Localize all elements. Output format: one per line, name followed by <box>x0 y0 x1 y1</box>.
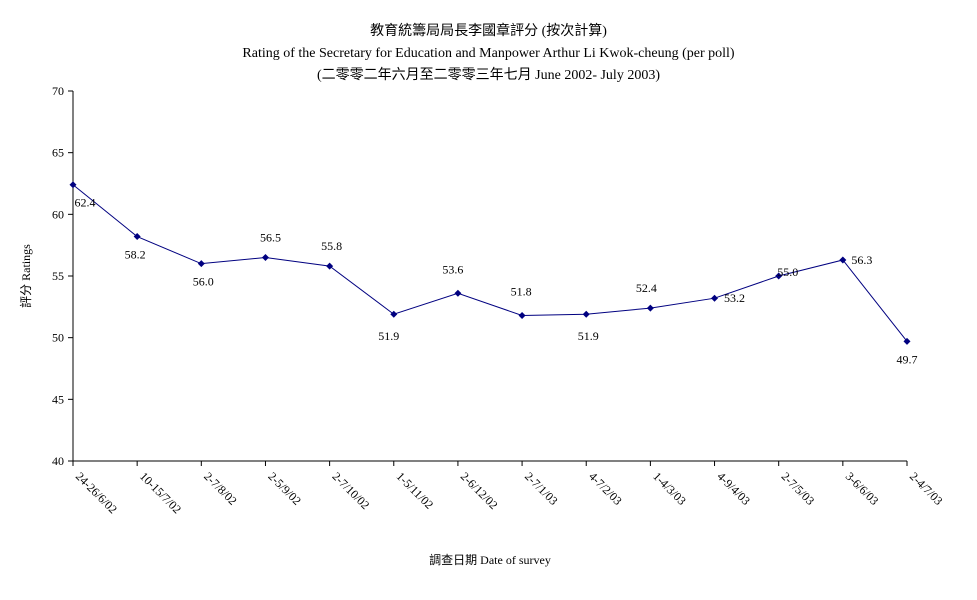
x-tick-label: 2-5/9/02 <box>265 469 304 508</box>
data-point <box>775 272 783 280</box>
data-point <box>197 260 205 268</box>
data-point <box>646 304 654 312</box>
x-tick-label: 3-6/6/03 <box>843 469 882 508</box>
x-tick-label: 2-6/12/02 <box>458 469 501 512</box>
x-tick-label: 2-4/7/03 <box>907 469 946 508</box>
x-axis-label: 調查日期 Date of survey <box>429 553 551 567</box>
x-tick-label: 1-5/11/02 <box>394 469 437 512</box>
y-tick-label: 40 <box>52 454 64 468</box>
y-tick-label: 55 <box>52 269 64 283</box>
x-tick-label: 2-7/10/02 <box>329 469 372 512</box>
data-label: 56.0 <box>193 275 214 289</box>
data-label: 56.5 <box>260 231 281 245</box>
y-tick-label: 65 <box>52 146 64 160</box>
chart-subtitle-period: (二零零二年六月至二零零三年七月 June 2002- July 2003) <box>317 68 660 83</box>
x-tick-label: 2-7/1/03 <box>522 469 561 508</box>
data-label: 55.0 <box>777 265 798 279</box>
data-point <box>582 310 590 318</box>
y-tick-label: 45 <box>52 392 64 406</box>
x-tick-label: 4-9/4/03 <box>714 469 753 508</box>
y-tick-label: 50 <box>52 331 64 345</box>
data-point <box>454 289 462 297</box>
data-label: 51.8 <box>511 284 532 298</box>
x-tick-label: 4-7/2/03 <box>586 469 625 508</box>
chart-title: 教育統籌局局長李國章評分 (按次計算) <box>370 24 607 39</box>
data-label: 52.4 <box>636 281 657 295</box>
data-label: 62.4 <box>75 196 96 210</box>
x-tick-label: 2-7/5/03 <box>779 469 818 508</box>
data-point <box>839 256 847 264</box>
data-point <box>326 262 334 270</box>
data-label: 53.2 <box>724 291 745 305</box>
data-label: 58.2 <box>125 248 146 262</box>
data-label: 55.8 <box>321 239 342 253</box>
data-label: 56.3 <box>851 253 872 267</box>
data-label: 53.6 <box>442 262 463 276</box>
data-label: 51.9 <box>378 329 399 343</box>
x-tick-label: 2-7/8/02 <box>201 469 240 508</box>
data-label: 51.9 <box>578 329 599 343</box>
y-tick-label: 60 <box>52 207 64 221</box>
data-point <box>903 337 911 345</box>
chart-subtitle: Rating of the Secretary for Education an… <box>242 46 735 61</box>
x-tick-label: 24-26/6/02 <box>73 469 120 516</box>
y-axis-label: 評分 Ratings <box>18 244 33 308</box>
data-point <box>518 311 526 319</box>
y-tick-label: 70 <box>52 84 64 98</box>
data-label: 49.7 <box>897 352 918 366</box>
data-point <box>390 310 398 318</box>
x-tick-label: 1-4/3/03 <box>650 469 689 508</box>
data-point <box>711 294 719 302</box>
x-tick-label: 10-15/7/02 <box>137 469 184 516</box>
data-point <box>133 233 141 241</box>
data-point <box>69 181 77 189</box>
data-point <box>261 254 269 261</box>
series-line <box>72 184 908 342</box>
